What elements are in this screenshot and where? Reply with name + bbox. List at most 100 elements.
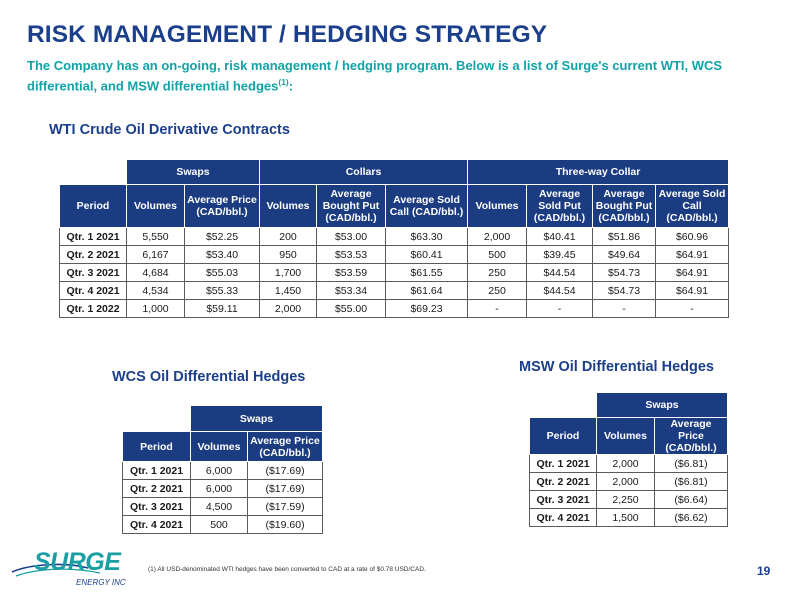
table-cell: $51.86 — [592, 227, 657, 246]
table-cell: $60.41 — [385, 245, 469, 264]
wti-group-swaps: Swaps — [125, 159, 261, 185]
table-row: Qtr. 2 2021 6,000 ($17.69) — [122, 479, 324, 498]
table-cell-period: Qtr. 1 2021 — [529, 454, 597, 473]
table-cell: 500 — [190, 515, 248, 534]
wcs-table-body: Qtr. 1 2021 6,000 ($17.69) Qtr. 2 2021 6,000… — [122, 461, 324, 534]
table-cell-period: Qtr. 2 2021 — [529, 472, 597, 491]
table-cell: $53.00 — [316, 227, 387, 246]
table-cell-period: Qtr. 4 2021 — [529, 508, 597, 527]
table-cell: 2,250 — [596, 490, 655, 509]
table-cell-period: Qtr. 3 2021 — [59, 263, 127, 282]
table-cell: ($17.59) — [246, 497, 324, 516]
msw-section-title: MSW Oil Differential Hedges — [519, 359, 714, 375]
wti-header-swap-volumes: Volumes — [126, 184, 185, 228]
logo-wordmark: SURGE — [34, 548, 121, 576]
table-cell: 5,550 — [126, 227, 185, 246]
table-cell: $53.53 — [316, 245, 387, 264]
page-number: 19 — [757, 564, 771, 578]
table-row: Qtr. 3 2021 4,684 $55.03 1,700 $53.59 $61.55 2… — [59, 263, 730, 282]
page-title: RISK MANAGEMENT / HEDGING STRATEGY — [27, 21, 548, 48]
table-cell: $64.91 — [655, 245, 730, 264]
msw-group-blank — [530, 393, 597, 418]
table-cell-period: Qtr. 4 2021 — [122, 515, 191, 534]
table-cell: 4,500 — [190, 497, 248, 516]
msw-header-avg-price: Average Price (CAD/bbl.) — [653, 417, 729, 455]
table-cell: ($6.81) — [653, 454, 729, 473]
table-cell: $54.73 — [592, 281, 657, 300]
table-cell: $53.40 — [183, 245, 261, 264]
table-cell-period: Qtr. 4 2021 — [59, 281, 127, 300]
table-cell: ($19.60) — [246, 515, 324, 534]
table-cell: $69.23 — [385, 299, 469, 318]
table-row: Qtr. 1 2021 6,000 ($17.69) — [122, 461, 324, 480]
msw-table: Swaps Period Volumes Average Price (CAD/… — [529, 392, 729, 527]
table-cell-period: Qtr. 2 2021 — [59, 245, 127, 264]
logo-tagline: ENERGY INC — [76, 578, 126, 587]
table-cell: ($6.62) — [653, 508, 729, 527]
table-cell: $54.73 — [592, 263, 657, 282]
wti-group-blank — [60, 160, 127, 185]
logo-swoosh-icon — [11, 563, 101, 577]
table-cell: $40.41 — [526, 227, 594, 246]
table-row: Qtr. 3 2021 4,500 ($17.59) — [122, 497, 324, 516]
table-cell: $63.30 — [385, 227, 469, 246]
table-cell: 200 — [259, 227, 318, 246]
table-cell: 250 — [467, 263, 528, 282]
table-cell: $39.45 — [526, 245, 594, 264]
wcs-section-title: WCS Oil Differential Hedges — [112, 369, 306, 385]
wcs-header-volumes: Volumes — [190, 431, 248, 462]
wti-header-collar-volumes: Volumes — [259, 184, 318, 228]
table-cell: 1,450 — [259, 281, 318, 300]
intro-suffix: : — [288, 78, 294, 94]
wti-group-collars: Collars — [259, 159, 469, 185]
wti-table: Swaps Collars Three-way Collar Period Vo… — [59, 159, 730, 318]
footnote: (1) All USD-denominated WTI hedges have … — [148, 566, 426, 573]
wti-header-3way-volumes: Volumes — [467, 184, 528, 228]
wti-header-collar-bought-put: Average Bought Put (CAD/bbl.) — [316, 184, 387, 228]
table-row: Qtr. 3 2021 2,250 ($6.64) — [529, 490, 729, 509]
wcs-group-blank — [123, 406, 191, 432]
table-cell: $53.34 — [316, 281, 387, 300]
table-row: Qtr. 1 2021 5,550 $52.25 200 $53.00 $63.30 2,0… — [59, 227, 730, 246]
table-row: Qtr. 2 2021 6,167 $53.40 950 $53.53 $60.41 500… — [59, 245, 730, 264]
table-cell: 1,700 — [259, 263, 318, 282]
table-row: Qtr. 4 2021 500 ($19.60) — [122, 515, 324, 534]
table-cell: 6,167 — [126, 245, 185, 264]
table-cell-period: Qtr. 3 2021 — [529, 490, 597, 509]
table-cell: 6,000 — [190, 479, 248, 498]
msw-group-swaps: Swaps — [595, 392, 729, 418]
table-cell: 2,000 — [259, 299, 318, 318]
table-cell: ($17.69) — [246, 479, 324, 498]
msw-header-volumes: Volumes — [596, 417, 655, 455]
table-cell: ($17.69) — [246, 461, 324, 480]
table-cell-period: Qtr. 1 2022 — [59, 299, 127, 318]
surge-energy-logo: SURGE ENERGY INC — [10, 548, 135, 593]
wti-section-title: WTI Crude Oil Derivative Contracts — [49, 122, 290, 138]
table-cell: $49.64 — [592, 245, 657, 264]
table-cell-period: Qtr. 3 2021 — [122, 497, 191, 516]
table-cell: 6,000 — [190, 461, 248, 480]
table-cell: $61.55 — [385, 263, 469, 282]
wcs-group-swaps: Swaps — [189, 405, 324, 432]
table-cell: ($6.64) — [653, 490, 729, 509]
footnote-ref: (1) — [278, 77, 289, 87]
table-cell: $44.54 — [526, 281, 594, 300]
table-cell-period: Qtr. 1 2021 — [59, 227, 127, 246]
table-cell: $55.33 — [183, 281, 261, 300]
table-cell: $52.25 — [183, 227, 261, 246]
table-cell: ($6.81) — [653, 472, 729, 491]
intro-body: The Company has an on-going, risk manage… — [27, 58, 723, 94]
wti-group-three-way-collar: Three-way Collar — [467, 159, 730, 185]
intro-text: The Company has an on-going, risk manage… — [27, 57, 777, 94]
table-row: Qtr. 4 2021 1,500 ($6.62) — [529, 508, 729, 527]
wti-table-body: Qtr. 1 2021 5,550 $52.25 200 $53.00 $63.30 2,0… — [59, 227, 730, 318]
table-cell: $64.91 — [655, 263, 730, 282]
table-cell: $44.54 — [526, 263, 594, 282]
table-cell: $55.00 — [316, 299, 387, 318]
table-cell: $55.03 — [183, 263, 261, 282]
table-row: Qtr. 1 2022 1,000 $59.11 2,000 $55.00 $69.23-… — [59, 299, 730, 318]
table-cell: $64.91 — [655, 281, 730, 300]
msw-header-period: Period — [529, 417, 597, 455]
wcs-header-period: Period — [122, 431, 191, 462]
wcs-table: Swaps Period Volumes Average Price (CAD/… — [122, 405, 324, 534]
